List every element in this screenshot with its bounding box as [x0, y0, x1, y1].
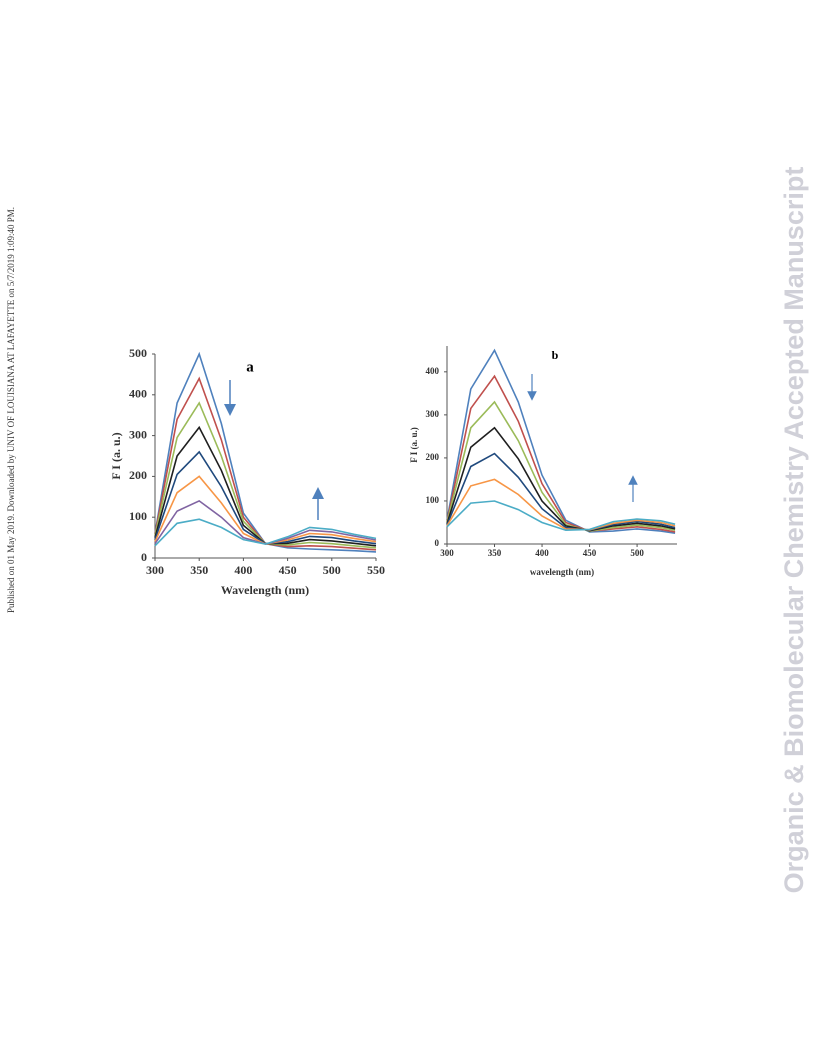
spectrum-line: [154, 351, 377, 553]
spectrum-line: [446, 348, 676, 534]
spectrum-line: [446, 500, 676, 532]
x-tick-label: 500: [323, 563, 341, 577]
x-tick-label: 300: [440, 548, 454, 558]
watermark: Organic & Biomolecular Chemistry Accepte…: [779, 167, 809, 894]
y-tick-label: 200: [426, 452, 440, 462]
spectrum-line: [446, 426, 676, 532]
side-note: Published on 01 May 2019. Downloaded by …: [6, 207, 16, 613]
y-tick-label: 300: [426, 409, 440, 419]
x-tick-label: 550: [367, 563, 385, 577]
x-tick-label: 300: [146, 563, 164, 577]
y-tick-label: 500: [129, 346, 147, 360]
x-tick-label: 400: [535, 548, 549, 558]
spectrum-line: [154, 401, 377, 549]
spectrum-line: [446, 374, 676, 533]
y-tick-label: 300: [129, 427, 147, 441]
spectrum-line: [446, 478, 676, 531]
spectrum-line: [446, 452, 676, 532]
x-axis-label: Wavelength (nm): [221, 583, 309, 597]
spectrum-line: [154, 499, 377, 545]
y-tick-label: 100: [426, 495, 440, 505]
spectrum-line: [154, 518, 377, 547]
y-tick-label: 400: [426, 366, 440, 376]
y-tick-label: 0: [435, 538, 440, 548]
x-tick-label: 350: [190, 563, 208, 577]
y-axis-label: F I (a. u.): [409, 427, 419, 462]
y-tick-label: 400: [129, 387, 147, 401]
spectrum-line: [154, 425, 377, 547]
spectrum-line: [154, 450, 377, 545]
x-tick-label: 450: [279, 563, 297, 577]
spectrum-line: [446, 400, 676, 532]
x-tick-label: 450: [583, 548, 597, 558]
y-tick-label: 200: [129, 468, 147, 482]
x-axis-label: wavelength (nm): [530, 567, 594, 577]
y-tick-label: 0: [141, 550, 147, 564]
x-tick-label: 400: [234, 563, 252, 577]
x-tick-label: 350: [488, 548, 502, 558]
panel-label: b: [552, 348, 559, 362]
y-axis-label: F I (a. u.): [109, 432, 123, 479]
x-tick-label: 500: [630, 548, 644, 558]
y-tick-label: 100: [129, 509, 147, 523]
panel-label: a: [246, 359, 254, 375]
